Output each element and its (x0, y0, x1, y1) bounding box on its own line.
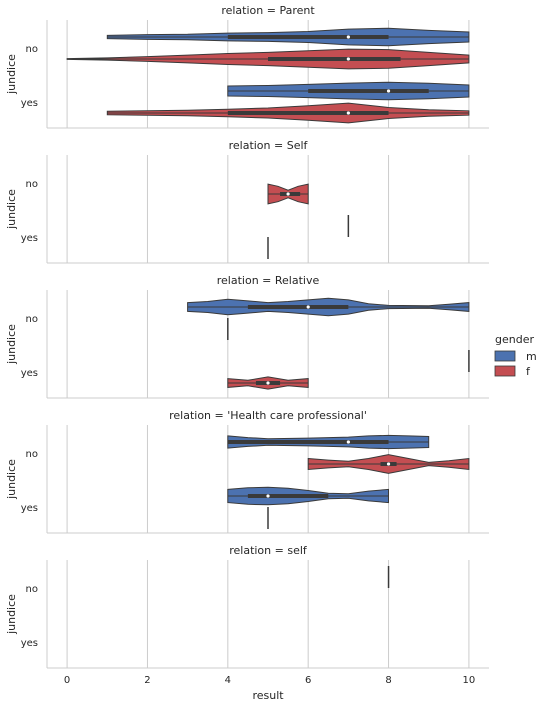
facet-title: relation = self (229, 544, 308, 557)
x-tick-label: 4 (225, 675, 231, 686)
violin-median-dot (286, 192, 290, 196)
legend-label-m: m (526, 350, 537, 363)
facet-title: relation = Self (229, 139, 309, 152)
violin-median-dot (346, 35, 350, 39)
y-tick-label-yes: yes (21, 368, 38, 379)
facet-panel-2 (46, 290, 489, 399)
y-tick-label-no: no (26, 44, 38, 55)
violin-median-dot (346, 57, 350, 61)
legend-label-f: f (526, 365, 531, 378)
legend-title: gender (495, 333, 534, 346)
x-tick-label: 2 (144, 675, 150, 686)
facet-panel-4 (46, 560, 489, 669)
violin-median-dot (346, 111, 350, 115)
x-axis-label: result (252, 689, 284, 702)
y-axis-label: jundice (5, 54, 18, 95)
x-tick-label: 10 (463, 675, 476, 686)
y-tick-label-yes: yes (21, 503, 38, 514)
y-tick-label-no: no (26, 449, 38, 460)
facet-title: relation = 'Health care professional' (169, 409, 367, 422)
legend-swatch-f (494, 365, 516, 377)
facet-title: relation = Parent (221, 4, 315, 17)
violin-median-dot (346, 440, 350, 444)
y-axis-label: jundice (5, 459, 18, 500)
y-axis-label: jundice (5, 324, 18, 365)
y-tick-label-yes: yes (21, 638, 38, 649)
x-tick-label: 6 (305, 675, 311, 686)
violin-median-dot (266, 494, 270, 498)
facet-panel-0 (46, 20, 489, 129)
facet-title: relation = Relative (217, 274, 320, 287)
legend: gender mf (494, 333, 537, 378)
y-axis-label: jundice (5, 594, 18, 635)
violin-median-dot (306, 305, 310, 309)
facet-panel-3 (46, 425, 489, 534)
violin-median-dot (266, 381, 270, 385)
y-tick-label-no: no (26, 584, 38, 595)
y-tick-label-no: no (26, 314, 38, 325)
y-tick-label-no: no (26, 179, 38, 190)
y-tick-label-yes: yes (21, 233, 38, 244)
x-tick-label: 0 (64, 675, 70, 686)
y-tick-label-yes: yes (21, 98, 38, 109)
violin-median-dot (386, 89, 391, 93)
facet-panel-1 (46, 155, 489, 264)
violin-median-dot (386, 462, 391, 466)
legend-swatch-m (494, 350, 516, 362)
y-axis-label: jundice (5, 189, 18, 230)
x-tick-label: 8 (385, 675, 391, 686)
